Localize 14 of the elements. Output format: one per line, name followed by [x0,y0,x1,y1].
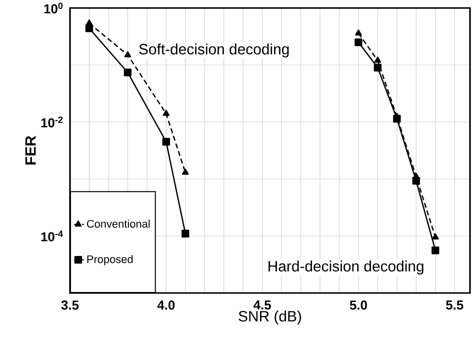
y-tick-label: 10$^{0}$ [44,2,63,14]
x-tick-label: 5.5 [446,300,464,310]
y-tick-label: 10$^{-4}$ [41,230,63,242]
legend-label: Conventional [86,220,150,228]
x-tick-label: 3.5 [61,300,79,310]
x-tick-label: 5.0 [350,300,367,310]
x-tick-label: 4.5 [254,300,271,310]
x-axis-title: SNR (dB) [238,310,302,324]
annotation: Soft-decision decoding [139,43,289,58]
annotation: Hard-decision decoding [268,260,424,274]
legend-label: Proposed [87,255,133,266]
y-tick-label: 10$^{-2}$ [41,116,63,128]
x-tick-label: 4.0 [157,300,175,310]
y-axis-title: FER [25,136,36,164]
